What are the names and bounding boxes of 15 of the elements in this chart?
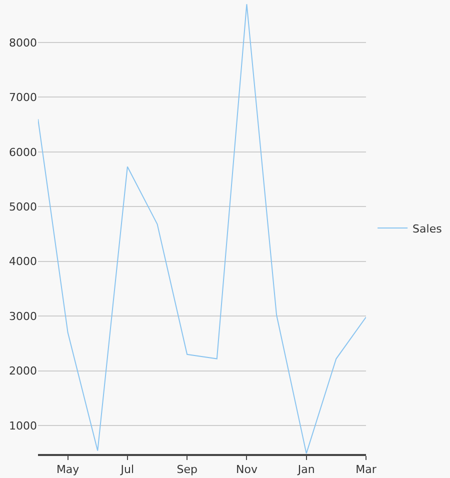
y-tick-label: 3000: [9, 310, 37, 323]
x-tick-label: Jul: [120, 463, 134, 476]
y-tick-label: 7000: [9, 91, 37, 104]
x-tick-label: Jan: [296, 463, 315, 476]
y-tick-label: 4000: [9, 255, 37, 268]
x-tick-label: Mar: [356, 463, 377, 476]
y-tick-label: 5000: [9, 200, 37, 214]
y-tick-label: 1000: [9, 419, 37, 432]
x-tick-label: May: [56, 463, 80, 476]
x-tick-label: Sep: [176, 463, 198, 476]
y-tick-label: 6000: [9, 146, 37, 159]
legend-label: Sales: [412, 222, 442, 236]
y-tick-label: 8000: [9, 36, 37, 50]
x-tick-label: Nov: [236, 463, 258, 476]
y-tick-label: 2000: [9, 364, 37, 378]
